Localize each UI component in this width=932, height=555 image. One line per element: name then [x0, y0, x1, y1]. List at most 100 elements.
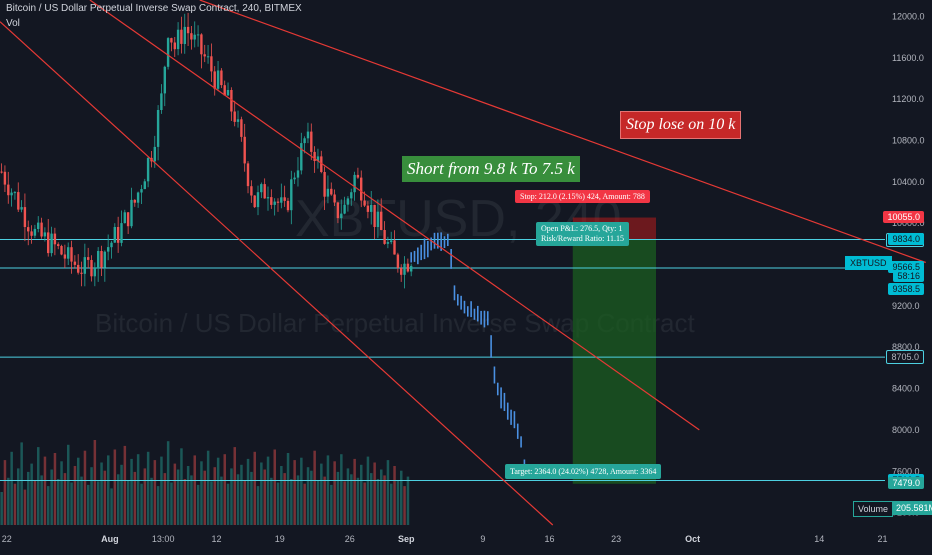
candle-body [123, 212, 126, 224]
volume-bar [150, 477, 153, 525]
candle-body [13, 192, 17, 194]
price-label: 7479.0 [888, 476, 924, 489]
volume-bar [213, 467, 216, 525]
candle-body [87, 257, 90, 260]
short-annotation[interactable]: Short from 9.8 k To 7.5 k [402, 156, 580, 182]
price-tick-label: 11200.0 [892, 94, 924, 104]
candle-body [23, 207, 27, 227]
risk-reward-text: Risk/Reward Ratio: 11.15 [541, 234, 625, 243]
candle-body [40, 222, 43, 237]
volume-bar [190, 475, 193, 525]
volume-bar [50, 469, 53, 525]
volume-bar [156, 486, 160, 525]
stop-lose-annotation[interactable]: Stop lose on 10 k [620, 111, 742, 139]
stop-label[interactable]: Stop: 212.0 (2.15%) 424, Amount: 788 [515, 190, 650, 203]
symbol-tag[interactable]: XBTUSD [845, 256, 892, 270]
volume-bar [63, 473, 67, 525]
volume-bar [7, 477, 10, 525]
candle-body [173, 42, 176, 50]
volume-bar [0, 492, 3, 525]
volume-bar [140, 483, 143, 525]
candle-body [396, 254, 400, 268]
candle-body [303, 138, 306, 144]
candle-body [276, 201, 280, 203]
volume-bar [73, 466, 77, 525]
volume-bar [37, 447, 40, 525]
candle-body [363, 200, 366, 206]
volume-bar [403, 486, 406, 525]
candle-body [220, 70, 223, 86]
candle-body [373, 204, 376, 227]
volume-bar [97, 481, 100, 525]
volume-bar [330, 484, 333, 525]
volume-bar [130, 458, 133, 525]
candle-body [43, 232, 47, 237]
candle-body [166, 38, 170, 67]
volume-bar [316, 480, 320, 525]
candle-body [103, 251, 106, 268]
time-tick-label: 14 [814, 534, 824, 544]
candle-body [356, 174, 360, 178]
volume-bar [107, 455, 110, 525]
candle-body [160, 93, 163, 110]
candle-body [183, 26, 186, 44]
volume-bar [47, 486, 50, 525]
volume-bar [276, 482, 280, 525]
volume-bar [256, 486, 260, 525]
candle-body [100, 251, 103, 268]
volume-indicator-label[interactable]: Vol [6, 18, 20, 29]
candle-body [336, 202, 340, 219]
candle-body [20, 207, 23, 210]
trendlines[interactable] [0, 0, 926, 526]
position-zones[interactable] [572, 217, 657, 484]
trendline [89, 0, 700, 431]
candle-body [110, 242, 113, 248]
volume-bar [193, 455, 196, 525]
candle-body [196, 34, 200, 36]
candle-body [7, 184, 10, 196]
candle-body [143, 181, 146, 190]
volume-bar [186, 466, 190, 525]
volume-bar [293, 460, 296, 525]
candle-body [330, 188, 333, 195]
volume-bar [176, 469, 180, 525]
volume-bar [77, 457, 80, 525]
volume-bar [136, 454, 140, 525]
volume-bar [240, 464, 243, 525]
target-label[interactable]: Target: 2364.0 (24.02%) 4728, Amount: 33… [505, 464, 662, 479]
horizontal-lines[interactable] [0, 239, 885, 481]
volume-bar [120, 464, 123, 525]
candle-body [240, 119, 243, 137]
volume-bar [103, 470, 107, 525]
volume-bar [173, 463, 177, 525]
volume-bar [220, 476, 223, 525]
volume-bar [260, 462, 263, 525]
volume-bar [263, 469, 266, 525]
candle-body [393, 240, 396, 255]
time-tick-label: 23 [611, 534, 621, 544]
candle-body [216, 70, 220, 89]
candle-body [170, 38, 173, 43]
volume-bar [346, 468, 350, 525]
open-pnl-box[interactable]: Open P&L: 276.5, Qty: 1 Risk/Reward Rati… [536, 222, 630, 246]
volume-bar [390, 483, 393, 525]
candle-body [0, 171, 3, 173]
volume-bars [0, 440, 410, 525]
volume-value: 205.581M [893, 501, 932, 515]
time-tick-label: 26 [345, 534, 355, 544]
volume-bar [123, 445, 127, 525]
volume-bar [223, 454, 226, 525]
volume-bar [400, 470, 403, 525]
candle-body [400, 268, 403, 275]
candle-body [70, 247, 73, 262]
volume-bar [10, 451, 13, 525]
volume-bar [13, 483, 17, 525]
volume-bar [83, 450, 87, 525]
candle-body [323, 172, 326, 197]
volume-bar [406, 476, 410, 525]
candle-body [300, 143, 303, 171]
volume-bar [170, 482, 173, 525]
volume-bar [160, 456, 163, 525]
